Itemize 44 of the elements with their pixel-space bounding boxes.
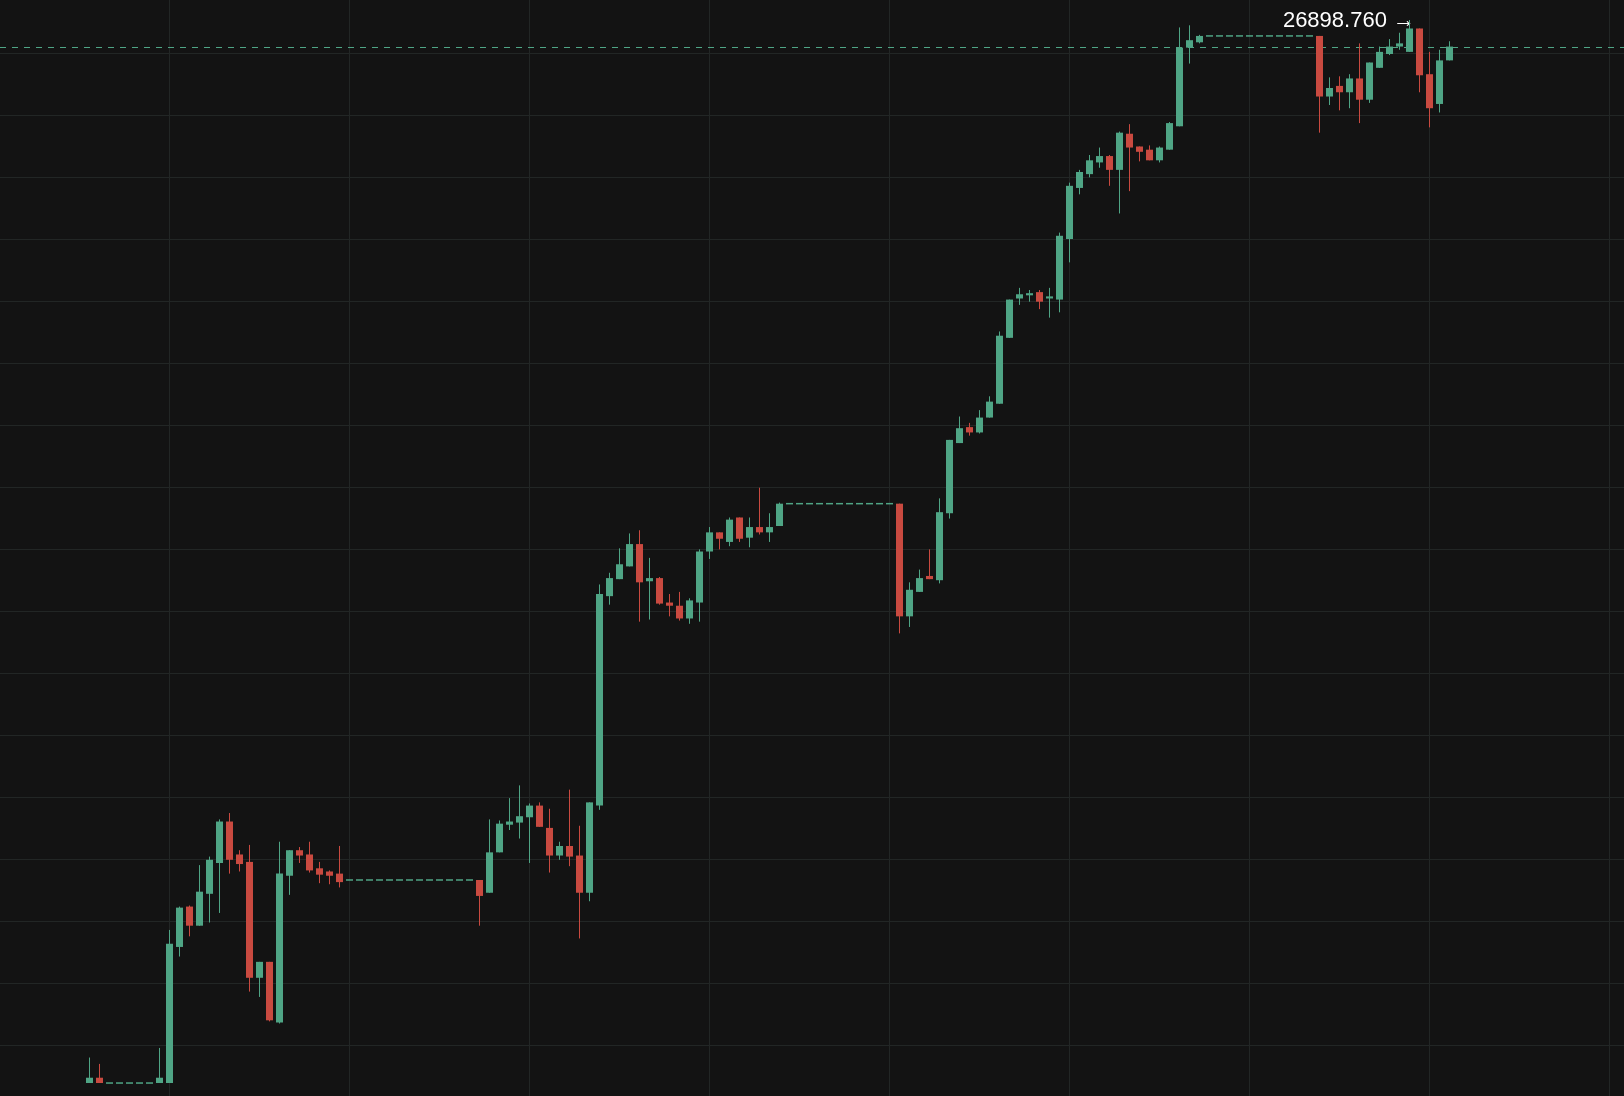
candlestick [526, 802, 533, 864]
candlestick [736, 516, 743, 543]
candlestick [616, 547, 623, 580]
candlestick [666, 593, 673, 617]
candlestick [1086, 154, 1093, 178]
candlestick [186, 905, 193, 937]
candlestick [306, 841, 313, 874]
candlestick [156, 1047, 163, 1084]
candlestick [916, 569, 923, 593]
candlestick [336, 845, 343, 888]
candlestick [86, 1057, 93, 1084]
candlestick [726, 516, 733, 547]
candlestick [956, 416, 963, 444]
candlestick [476, 879, 483, 927]
candlestick [1096, 147, 1103, 169]
candlestick [686, 597, 693, 625]
candlestick [1336, 75, 1343, 111]
candlestick [646, 557, 653, 621]
candlestick [926, 548, 933, 580]
candlestick [1356, 42, 1363, 124]
candlestick [536, 801, 543, 828]
candlestick [746, 516, 753, 548]
candlestick [556, 841, 563, 861]
candlestick [1076, 169, 1083, 195]
candlestick [1046, 287, 1053, 319]
candlestick [676, 591, 683, 622]
candlestick [566, 789, 573, 867]
candlestick [986, 395, 993, 419]
candlestick [236, 849, 243, 872]
candlestick [756, 487, 763, 535]
candlestick [256, 961, 263, 998]
candlestick [316, 861, 323, 884]
candlestick [626, 532, 633, 567]
candlestick [506, 797, 513, 831]
candlestick [706, 526, 713, 560]
candlestick [1346, 73, 1353, 109]
candlestick [766, 512, 773, 543]
candlestick [976, 409, 983, 435]
candlestick [1326, 76, 1333, 106]
candlestick [606, 572, 613, 606]
candlestick [1106, 154, 1113, 187]
candlestick [1126, 123, 1133, 192]
candlestick [1036, 289, 1043, 310]
candlestick [516, 784, 523, 840]
